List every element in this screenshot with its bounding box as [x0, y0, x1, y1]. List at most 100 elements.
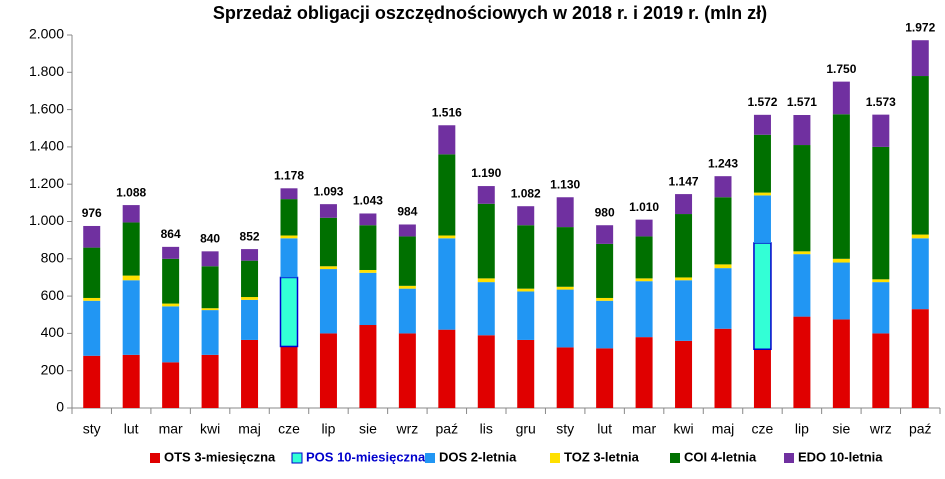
- bar-segment: [319, 269, 337, 334]
- bar-segment: [122, 205, 140, 223]
- bar-segment: [753, 192, 771, 196]
- total-label: 1.750: [826, 62, 856, 76]
- bar-segment: [241, 339, 259, 408]
- bar-segment: [279, 276, 299, 348]
- bar-segment: [477, 186, 495, 204]
- bar-segment: [832, 319, 850, 408]
- bar-segment: [122, 222, 140, 276]
- y-tick-label: 200: [41, 361, 65, 377]
- x-tick-label: sie: [359, 421, 377, 437]
- bar-segment: [832, 262, 850, 320]
- bar-segment: [832, 258, 850, 263]
- y-tick-label: 1.200: [29, 175, 64, 191]
- bar-segment: [241, 249, 259, 261]
- total-label: 1.190: [471, 166, 501, 180]
- bar-segment: [477, 282, 495, 336]
- x-tick-label: wrz: [395, 421, 418, 437]
- bar-segment: [714, 176, 732, 198]
- x-tick-label: lut: [597, 421, 612, 437]
- total-label: 1.088: [116, 185, 146, 199]
- bar-segment: [714, 328, 732, 408]
- x-tick-label: kwi: [673, 421, 693, 437]
- bar-segment: [753, 134, 771, 193]
- x-tick-label: paź: [909, 421, 932, 437]
- bar-segment: [477, 335, 495, 408]
- total-label: 1.147: [669, 174, 699, 188]
- bar-segment: [83, 225, 101, 248]
- y-tick-label: 1.800: [29, 63, 64, 79]
- total-label: 1.571: [787, 95, 817, 109]
- bar-segment: [675, 214, 693, 278]
- total-label: 1.082: [511, 186, 541, 200]
- bar-segment: [872, 333, 890, 408]
- bar-segment: [438, 329, 456, 408]
- total-label: 840: [200, 232, 220, 246]
- bar-segment: [438, 154, 456, 236]
- bar-segment: [911, 40, 929, 77]
- bar-segment: [359, 325, 377, 408]
- bar-segment: [714, 264, 732, 269]
- bar-segment: [359, 213, 377, 226]
- bar-segment: [793, 115, 811, 146]
- bar-segment: [477, 203, 495, 279]
- total-label: 864: [161, 227, 181, 241]
- bar-segment: [911, 238, 929, 310]
- bar-segment: [635, 281, 653, 338]
- legend-label: DOS 2-letnia: [439, 449, 517, 464]
- legend-swatch: [150, 453, 160, 463]
- bar-segment: [162, 246, 180, 259]
- legend-swatch: [670, 453, 680, 463]
- bar-segment: [635, 236, 653, 279]
- total-label: 852: [240, 229, 260, 243]
- y-tick-label: 2.000: [29, 26, 64, 42]
- bar-segment: [241, 299, 259, 340]
- bar-segment: [793, 254, 811, 317]
- total-label: 976: [82, 206, 102, 220]
- bar-segment: [438, 238, 456, 330]
- total-label: 984: [397, 205, 417, 219]
- bar-segment: [319, 266, 337, 270]
- bar-segment: [241, 297, 259, 300]
- bar-segment: [832, 114, 850, 259]
- x-tick-label: maj: [712, 421, 735, 437]
- bar-segment: [319, 217, 337, 267]
- bar-segment: [162, 258, 180, 304]
- bar-segment: [280, 238, 298, 278]
- bar-segment: [675, 340, 693, 408]
- bar-segment: [832, 81, 850, 115]
- y-tick-label: 800: [41, 250, 65, 266]
- bar-segment: [517, 206, 535, 226]
- bar-segment: [556, 289, 574, 348]
- y-tick-label: 1.600: [29, 100, 64, 116]
- y-tick-label: 0: [56, 399, 64, 415]
- legend-label: COI 4-letnia: [684, 449, 757, 464]
- bar-segment: [83, 297, 101, 301]
- bar-segment: [635, 337, 653, 408]
- total-label: 1.043: [353, 194, 383, 208]
- bar-segment: [556, 197, 574, 228]
- legend-swatch: [784, 453, 794, 463]
- bar-segment: [596, 300, 614, 349]
- bar-segment: [872, 279, 890, 283]
- chart-title: Sprzedaż obligacji oszczędnościowych w 2…: [213, 3, 767, 23]
- bar-segment: [201, 308, 219, 311]
- bar-segment: [517, 339, 535, 408]
- bar-segment: [517, 291, 535, 340]
- y-tick-label: 600: [41, 287, 65, 303]
- bar-segment: [517, 288, 535, 292]
- x-tick-label: kwi: [200, 421, 220, 437]
- x-tick-label: sty: [556, 421, 574, 437]
- bar-segment: [398, 288, 416, 334]
- legend-label: OTS 3-miesięczna: [164, 449, 276, 464]
- bar-segment: [280, 346, 298, 408]
- legend-swatch: [550, 453, 560, 463]
- x-tick-label: cze: [752, 421, 774, 437]
- bar-segment: [122, 280, 140, 355]
- total-label: 1.243: [708, 156, 738, 170]
- x-tick-label: gru: [516, 421, 536, 437]
- bar-segment: [872, 146, 890, 280]
- bar-segment: [359, 272, 377, 326]
- bar-segment: [596, 225, 614, 244]
- total-label: 1.130: [550, 177, 580, 191]
- bar-segment: [911, 309, 929, 408]
